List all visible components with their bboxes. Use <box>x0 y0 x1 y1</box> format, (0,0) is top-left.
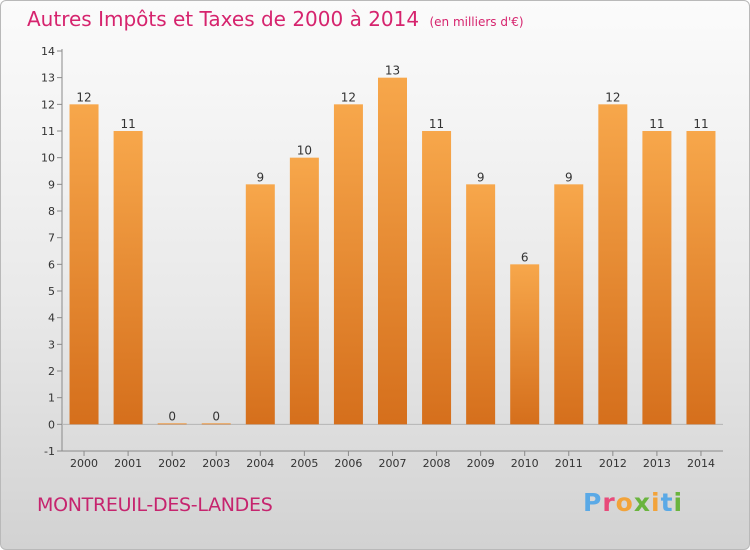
bar <box>289 157 319 425</box>
x-tick-label: 2012 <box>599 457 627 470</box>
y-tick-label: 10 <box>41 152 55 165</box>
x-tick-label: 2002 <box>158 457 186 470</box>
bar <box>422 131 452 425</box>
y-tick-label: 4 <box>48 312 55 325</box>
logo-letter: o <box>615 488 634 517</box>
y-tick-label: 5 <box>48 285 55 298</box>
title-unit: (en milliers d'€) <box>429 15 524 29</box>
data-label: 0 <box>168 409 176 423</box>
data-label: 6 <box>521 250 529 264</box>
bar <box>245 184 275 425</box>
bar <box>686 131 716 425</box>
logo-letter: i <box>673 488 684 517</box>
bar <box>201 423 231 425</box>
data-label: 10 <box>297 144 312 158</box>
town-name: MONTREUIL-DES-LANDES <box>37 494 273 516</box>
y-tick-label: -1 <box>44 445 55 458</box>
bar <box>554 184 584 425</box>
y-tick-label: 6 <box>48 258 55 271</box>
bar <box>510 264 540 425</box>
y-tick-label: 9 <box>48 178 55 191</box>
y-tick-label: 14 <box>41 45 55 58</box>
y-tick-label: 11 <box>41 125 55 138</box>
data-label: 11 <box>649 117 664 131</box>
x-tick-label: 2005 <box>290 457 318 470</box>
data-label: 12 <box>605 90 620 104</box>
data-label: 11 <box>120 117 135 131</box>
proxiti-logo: Proxiti <box>583 488 683 517</box>
bar <box>113 131 143 425</box>
bar <box>378 77 407 425</box>
x-tick-label: 2009 <box>467 457 495 470</box>
data-label: 9 <box>565 170 573 184</box>
y-tick-label: 3 <box>48 338 55 351</box>
y-tick-label: 8 <box>48 205 55 218</box>
y-tick-label: 2 <box>48 365 55 378</box>
data-label: 11 <box>693 117 708 131</box>
x-tick-label: 2014 <box>687 457 715 470</box>
bar <box>69 104 99 425</box>
x-tick-label: 2004 <box>246 457 274 470</box>
logo-letter: P <box>583 488 603 517</box>
data-label: 9 <box>477 170 485 184</box>
bar <box>466 184 496 425</box>
chart-title: Autres Impôts et Taxes de 2000 à 2014 (e… <box>27 7 524 31</box>
logo-letter: i <box>651 488 661 517</box>
data-label: 13 <box>385 64 400 78</box>
title-text: Autres Impôts et Taxes de 2000 à 2014 <box>27 7 420 31</box>
x-tick-label: 2000 <box>70 457 98 470</box>
data-label: 11 <box>429 117 444 131</box>
data-label: 12 <box>76 90 91 104</box>
y-tick-label: 1 <box>48 392 55 405</box>
x-tick-label: 2008 <box>423 457 451 470</box>
logo-letter: r <box>602 488 616 517</box>
x-tick-label: 2001 <box>114 457 142 470</box>
y-tick-label: 13 <box>41 72 55 85</box>
logo-letter: t <box>660 488 674 517</box>
logo-letter: x <box>633 488 651 517</box>
x-tick-label: 2006 <box>334 457 362 470</box>
x-tick-label: 2003 <box>202 457 230 470</box>
data-label: 0 <box>212 409 220 423</box>
y-tick-label: 12 <box>41 98 55 111</box>
bar <box>157 423 187 425</box>
y-tick-label: 7 <box>48 232 55 245</box>
x-tick-label: 2007 <box>379 457 407 470</box>
x-tick-label: 2010 <box>511 457 539 470</box>
bar <box>642 131 672 425</box>
bar <box>598 104 628 425</box>
bar <box>333 104 363 425</box>
data-label: 12 <box>341 90 356 104</box>
y-tick-label: 0 <box>48 418 55 431</box>
x-tick-label: 2011 <box>555 457 583 470</box>
x-tick-label: 2013 <box>643 457 671 470</box>
data-label: 9 <box>256 170 264 184</box>
